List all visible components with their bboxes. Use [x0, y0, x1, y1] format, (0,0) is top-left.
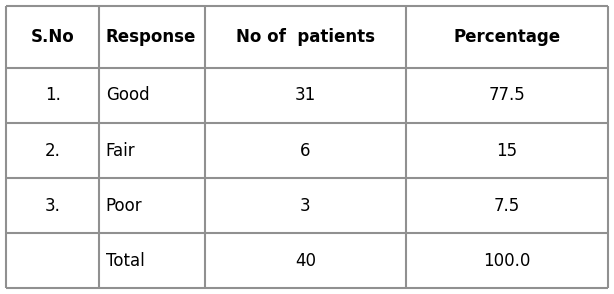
Text: 77.5: 77.5 [489, 86, 526, 104]
Text: Percentage: Percentage [454, 28, 561, 46]
Text: 2.: 2. [45, 141, 61, 160]
Text: Poor: Poor [106, 197, 142, 215]
Text: Response: Response [106, 28, 196, 46]
Text: Fair: Fair [106, 141, 135, 160]
Text: 7.5: 7.5 [494, 197, 520, 215]
Text: 6: 6 [300, 141, 311, 160]
Text: 31: 31 [295, 86, 316, 104]
Text: Good: Good [106, 86, 149, 104]
Text: 3.: 3. [45, 197, 61, 215]
Text: 15: 15 [497, 141, 518, 160]
Text: Total: Total [106, 252, 144, 270]
Text: No of  patients: No of patients [236, 28, 375, 46]
Text: 100.0: 100.0 [483, 252, 530, 270]
Text: S.No: S.No [31, 28, 75, 46]
Text: 3: 3 [300, 197, 311, 215]
Text: 40: 40 [295, 252, 316, 270]
Text: 1.: 1. [45, 86, 61, 104]
